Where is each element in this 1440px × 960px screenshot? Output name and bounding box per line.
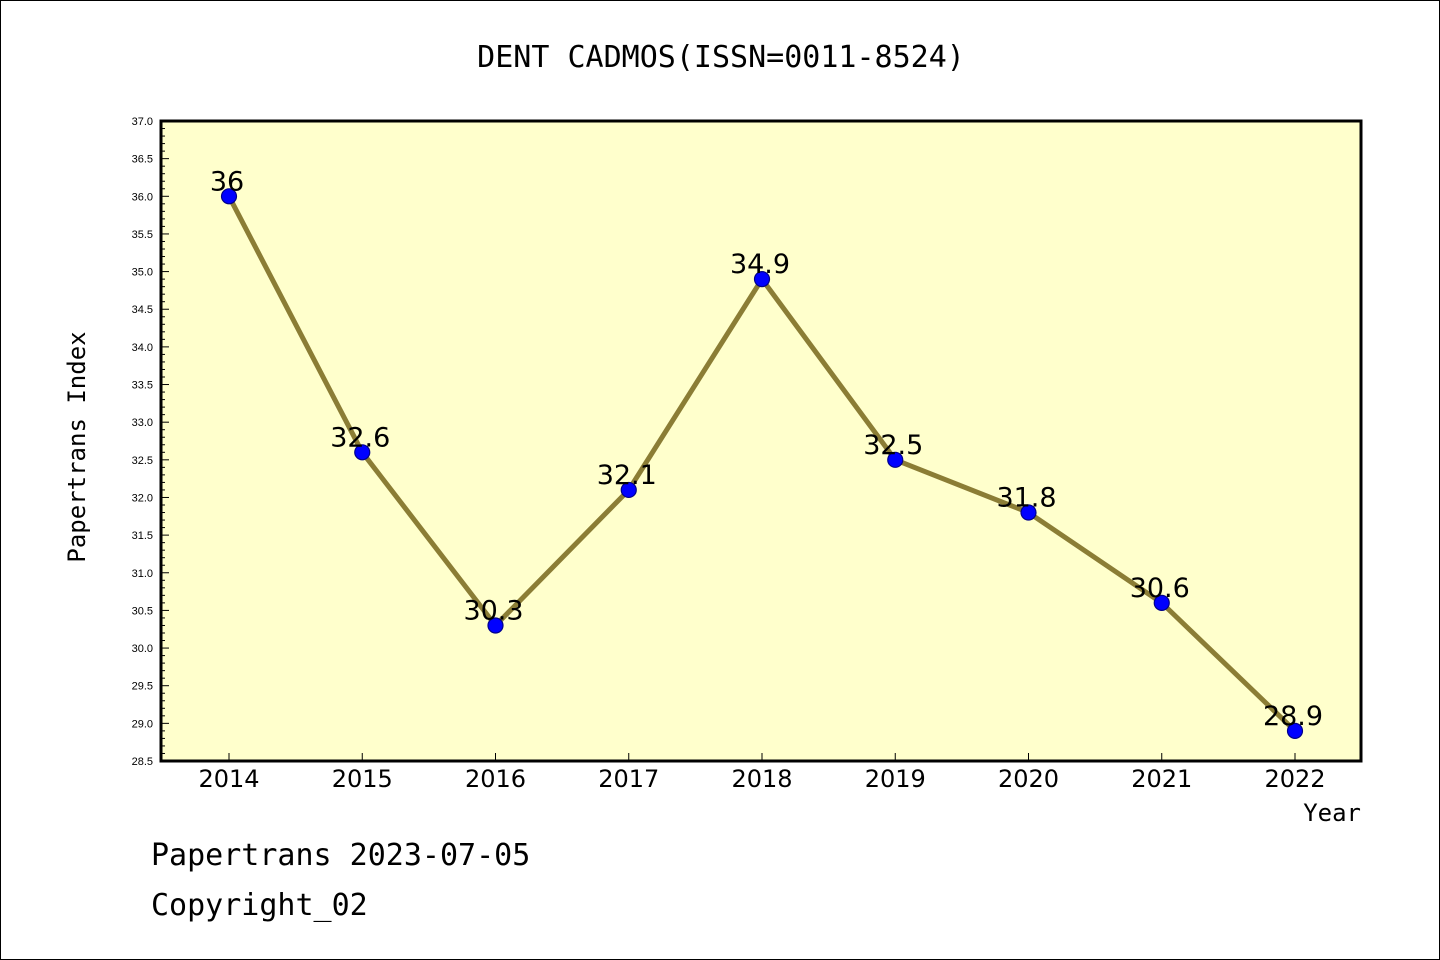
y-tick-label: 35.5 bbox=[132, 229, 153, 241]
x-tick-label: 2017 bbox=[598, 765, 659, 793]
y-tick-label: 30.5 bbox=[132, 605, 153, 617]
y-tick-label: 35.0 bbox=[132, 267, 153, 279]
data-point bbox=[1020, 504, 1037, 521]
data-point bbox=[887, 451, 904, 468]
y-tick-label: 37.0 bbox=[132, 116, 153, 128]
y-tick-label: 29.5 bbox=[132, 681, 153, 693]
plot-frame bbox=[159, 119, 1363, 763]
y-tick-label: 33.5 bbox=[132, 380, 153, 392]
y-tick-label: 30.0 bbox=[132, 643, 153, 655]
data-label: 32.5 bbox=[863, 430, 923, 461]
data-point bbox=[1153, 594, 1170, 611]
data-label: 31.8 bbox=[996, 483, 1056, 514]
x-tick-label: 2018 bbox=[731, 765, 792, 793]
y-tick-label: 34.0 bbox=[132, 342, 153, 354]
y-tick-label: 36.0 bbox=[132, 191, 153, 203]
x-tick-label: 2014 bbox=[198, 765, 259, 793]
data-label: 32.1 bbox=[597, 460, 657, 491]
y-axis-label: Papertrans Index bbox=[63, 331, 91, 562]
data-point bbox=[220, 188, 238, 205]
data-label: 36 bbox=[210, 166, 244, 197]
y-tick-label: 32.5 bbox=[132, 455, 153, 467]
axis-ticks: 28.5 29.0 29.5 30.0 30.5 31.0 31.5 32.0 32.5 33.0… bbox=[132, 116, 1326, 793]
data-label: 30.6 bbox=[1130, 573, 1190, 604]
data-label: 30.3 bbox=[463, 595, 523, 626]
x-tick-label: 2016 bbox=[465, 765, 526, 793]
x-tick-label: 2022 bbox=[1264, 765, 1325, 793]
y-tick-label: 34.5 bbox=[132, 304, 153, 316]
x-axis-label: Year bbox=[1303, 799, 1361, 827]
footer-date: Papertrans 2023-07-05 bbox=[151, 838, 530, 873]
y-tick-label: 36.5 bbox=[132, 154, 153, 166]
chart-title: DENT CADMOS(ISSN=0011-8524) bbox=[477, 40, 965, 75]
x-tick-label: 2021 bbox=[1131, 765, 1192, 793]
data-point bbox=[487, 617, 504, 634]
footer-copyright: Copyright_02 bbox=[151, 888, 368, 923]
y-tick-label: 28.5 bbox=[132, 756, 153, 768]
series: 36 32.6 30.3 32.1 34.9 32.5 31.8 30.6 28.9 bbox=[210, 166, 1323, 739]
data-point bbox=[620, 481, 637, 499]
data-label: 34.9 bbox=[730, 249, 790, 280]
x-tick-label: 2015 bbox=[332, 765, 393, 793]
y-tick-label: 31.5 bbox=[132, 530, 153, 542]
data-label: 28.9 bbox=[1263, 701, 1323, 732]
x-tick-label: 2020 bbox=[998, 765, 1059, 793]
y-tick-label: 29.0 bbox=[132, 718, 153, 730]
x-tick-label: 2019 bbox=[865, 765, 926, 793]
data-point bbox=[1286, 722, 1304, 739]
y-tick-label: 32.0 bbox=[132, 492, 153, 504]
plot-area bbox=[161, 121, 1361, 761]
data-label: 32.6 bbox=[330, 422, 390, 453]
y-tick-label: 33.0 bbox=[132, 417, 153, 429]
data-point bbox=[354, 444, 371, 461]
y-tick-label: 31.0 bbox=[132, 568, 153, 580]
data-point bbox=[753, 271, 771, 288]
